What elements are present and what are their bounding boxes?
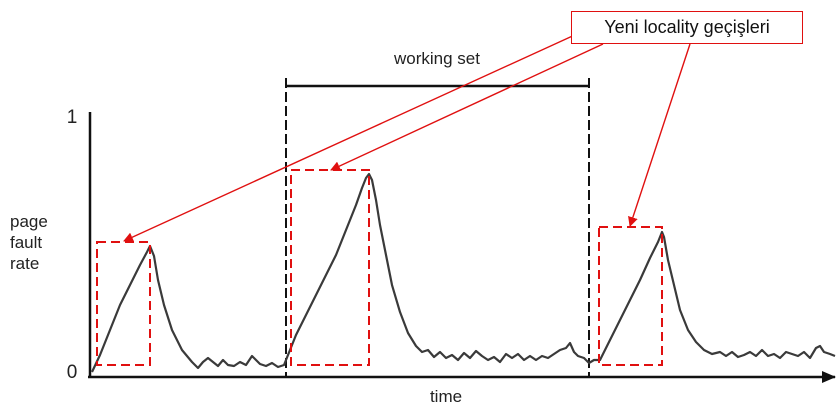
y-tick-0: 0 <box>67 362 78 383</box>
locality-box-1 <box>96 241 151 366</box>
y-axis-label-line2: fault <box>10 233 42 252</box>
callout-arrow-3 <box>628 43 691 227</box>
page-fault-rate-curve <box>91 172 836 373</box>
locality-box-2 <box>290 169 370 366</box>
callout-text: Yeni locality geçişleri <box>604 17 770 37</box>
working-set-label: working set <box>393 49 480 68</box>
callout-box: Yeni locality geçişleri <box>571 11 803 44</box>
working-set-bracket <box>285 78 590 377</box>
callout-arrow-2 <box>330 43 604 171</box>
y-axis-label-line1: page <box>10 212 48 231</box>
y-axis-label-line3: rate <box>10 254 39 273</box>
locality-box-3 <box>598 226 663 366</box>
x-axis-label: time <box>430 387 462 406</box>
callout-arrow-1 <box>123 27 591 242</box>
y-tick-1: 1 <box>67 107 78 128</box>
